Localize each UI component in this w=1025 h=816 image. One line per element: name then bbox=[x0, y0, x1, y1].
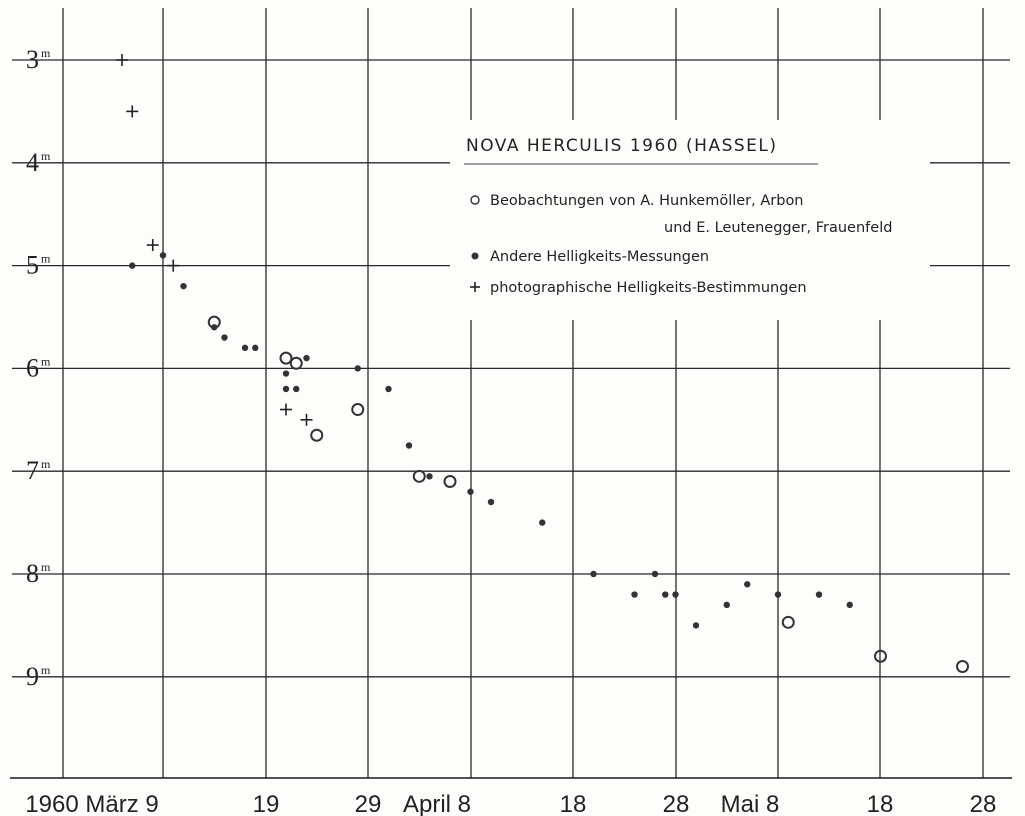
legend-label-photographic: photographische Helligkeits-Bestimmungen bbox=[490, 280, 807, 296]
point-open-circle bbox=[412, 469, 426, 483]
point-filled-circle bbox=[426, 473, 433, 480]
x-tick-label: 29 bbox=[355, 791, 382, 816]
x-tick-label: 28 bbox=[970, 791, 997, 816]
svg-text:9: 9 bbox=[26, 662, 39, 691]
point-open-circle bbox=[781, 615, 795, 629]
point-filled-circle bbox=[487, 498, 495, 506]
svg-text:m: m bbox=[41, 46, 51, 60]
svg-text:m: m bbox=[41, 560, 51, 574]
y-axis-tick-labels: 3 m4 m5 m6 m7 m8 m9 m bbox=[26, 45, 51, 691]
svg-text:m: m bbox=[41, 663, 51, 677]
legend: NOVA HERCULIS 1960 (HASSEL) Beobachtunge… bbox=[450, 120, 930, 320]
point-filled-circle bbox=[774, 591, 782, 598]
legend-label-observations-line1: Beobachtungen von A. Hunkemöller, Arbon bbox=[490, 193, 804, 209]
x-tick-label: 18 bbox=[560, 791, 587, 816]
point-open-circle bbox=[443, 474, 457, 488]
svg-text:8: 8 bbox=[26, 559, 39, 588]
point-open-circle bbox=[279, 351, 293, 365]
point-filled-circle bbox=[692, 622, 700, 629]
point-filled-circle bbox=[354, 365, 361, 372]
x-tick-label: 18 bbox=[867, 791, 894, 816]
point-filled-circle bbox=[846, 601, 853, 609]
point-filled-circle bbox=[539, 519, 546, 526]
point-open-circle bbox=[956, 660, 969, 674]
point-filled-circle bbox=[662, 591, 669, 598]
svg-text:5: 5 bbox=[26, 251, 39, 280]
point-open-circle bbox=[310, 428, 324, 442]
point-plus bbox=[167, 259, 180, 272]
point-open-circle bbox=[289, 356, 303, 370]
point-open-circle bbox=[351, 403, 365, 417]
svg-text:4: 4 bbox=[26, 148, 39, 177]
point-plus bbox=[280, 403, 292, 416]
svg-text:7: 7 bbox=[26, 456, 39, 485]
svg-text:3: 3 bbox=[26, 45, 39, 74]
svg-text:m: m bbox=[41, 252, 51, 266]
legend-background bbox=[450, 120, 930, 320]
point-filled-circle bbox=[159, 252, 167, 259]
point-filled-circle bbox=[672, 591, 679, 598]
point-filled-circle bbox=[467, 488, 474, 495]
x-tick-label: 19 bbox=[253, 791, 280, 816]
point-plus bbox=[126, 105, 139, 118]
x-axis-tick-labels: 1960 März 9 19 29 April 8 18 28 Mai 8 18 28 bbox=[25, 791, 996, 816]
point-filled-circle bbox=[723, 601, 730, 609]
point-filled-circle bbox=[211, 324, 218, 331]
svg-text:6: 6 bbox=[26, 353, 39, 382]
legend-marker-filled-circle bbox=[471, 252, 479, 260]
point-filled-circle bbox=[129, 262, 136, 269]
x-tick-label: 28 bbox=[663, 791, 690, 816]
point-filled-circle bbox=[631, 591, 638, 598]
svg-text:m: m bbox=[41, 354, 51, 368]
point-plus bbox=[116, 54, 128, 66]
legend-marker-plus bbox=[470, 282, 480, 292]
legend-label-observations-line2: und E. Leutenegger, Frauenfeld bbox=[664, 220, 892, 236]
point-filled-circle bbox=[651, 570, 659, 578]
x-tick-label: April 8 bbox=[403, 791, 471, 816]
point-filled-circle bbox=[180, 282, 187, 290]
point-filled-circle bbox=[590, 570, 597, 578]
point-filled-circle bbox=[815, 591, 823, 598]
point-plus bbox=[146, 239, 159, 252]
x-tick-label: Mai 8 bbox=[721, 791, 780, 816]
x-tick-label: 1960 März 9 bbox=[25, 791, 158, 816]
data-points bbox=[116, 54, 969, 674]
point-filled-circle bbox=[385, 385, 392, 393]
point-filled-circle bbox=[282, 370, 290, 377]
legend-label-other-measurements: Andere Helligkeits-Messungen bbox=[490, 249, 709, 265]
point-plus bbox=[300, 413, 313, 426]
point-filled-circle bbox=[252, 344, 259, 352]
legend-marker-open-circle bbox=[470, 195, 480, 205]
chart-title: NOVA HERCULIS 1960 (HASSEL) bbox=[466, 136, 778, 156]
point-filled-circle bbox=[293, 385, 300, 393]
svg-text:m: m bbox=[41, 149, 51, 163]
point-filled-circle bbox=[221, 334, 228, 341]
svg-text:m: m bbox=[41, 457, 51, 471]
point-filled-circle bbox=[241, 344, 249, 352]
point-filled-circle bbox=[744, 581, 751, 588]
point-filled-circle bbox=[282, 385, 290, 393]
point-filled-circle bbox=[405, 442, 413, 449]
point-filled-circle bbox=[303, 354, 310, 362]
point-open-circle bbox=[874, 649, 887, 663]
